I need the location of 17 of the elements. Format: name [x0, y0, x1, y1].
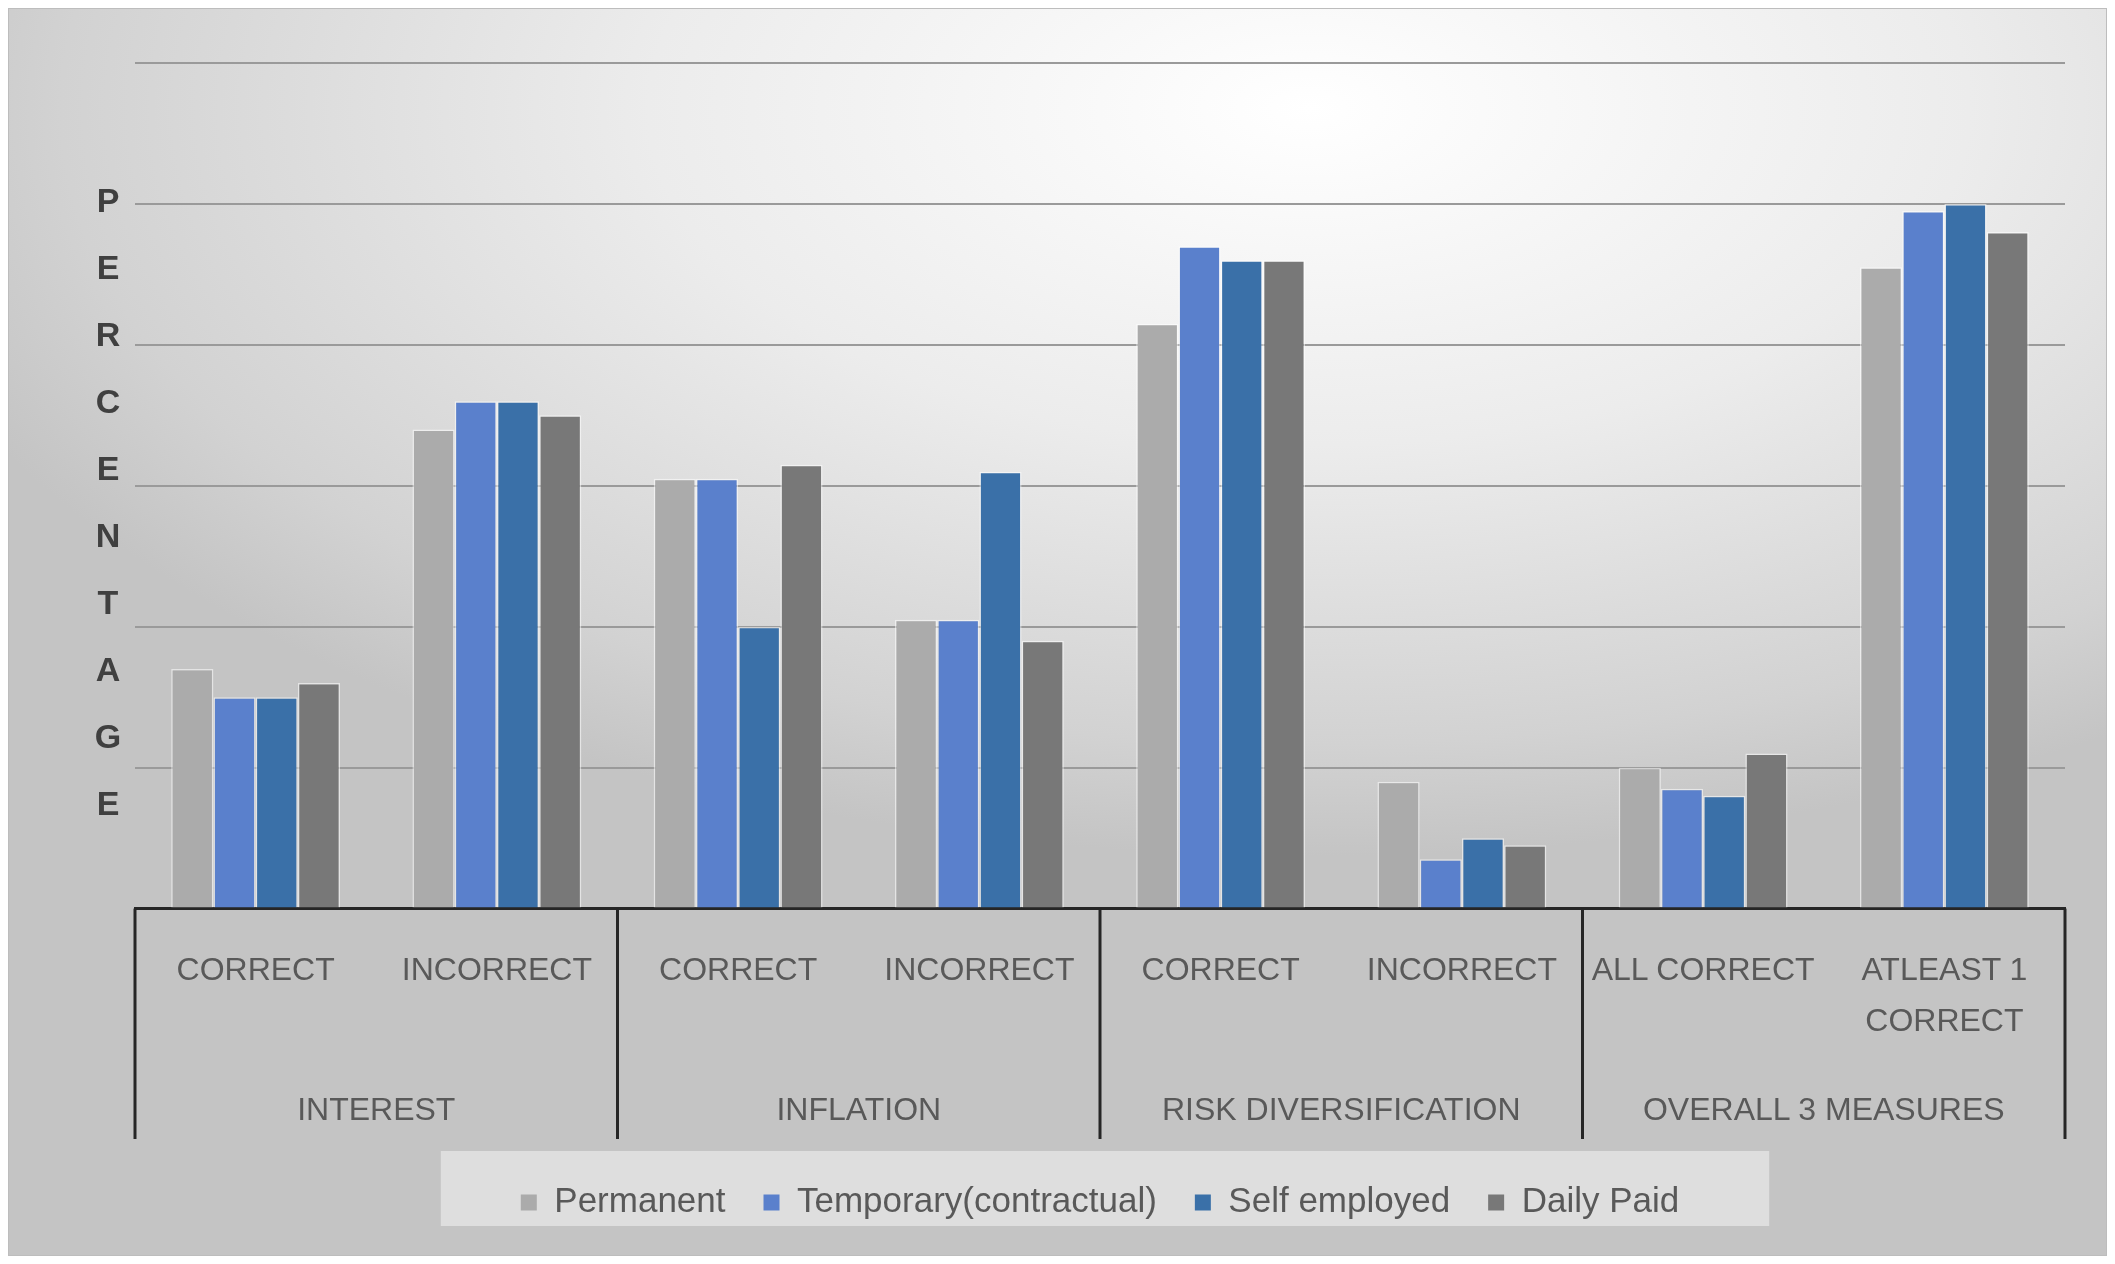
y-axis-title: PERCENTAGE: [89, 181, 127, 851]
legend-label: Temporary(contractual): [797, 1180, 1157, 1220]
x-tick-label: INCORRECT: [1366, 951, 1557, 988]
x-tick-label: INCORRECT: [884, 951, 1075, 988]
legend-label: Permanent: [554, 1180, 726, 1220]
text: OVERALL 3 MEASURES: [1642, 1090, 2005, 1127]
x-tick-label: ATLEAST 1 CORRECT: [1861, 951, 2028, 1039]
x-tick-label: ALL CORRECT: [1591, 951, 1815, 988]
x-tick-label: CORRECT: [659, 951, 818, 988]
x-tick-label: CORRECT: [176, 951, 335, 988]
text: INTEREST: [297, 1090, 456, 1127]
legend-label: Self employed: [1228, 1180, 1451, 1220]
x-tick-label: INCORRECT: [401, 951, 592, 988]
legend-label: Daily Paid: [1521, 1180, 1680, 1220]
text: RISK DIVERSIFICATION: [1161, 1090, 1521, 1127]
text: INFLATION: [776, 1090, 942, 1127]
x-tick-label: CORRECT: [1141, 951, 1300, 988]
